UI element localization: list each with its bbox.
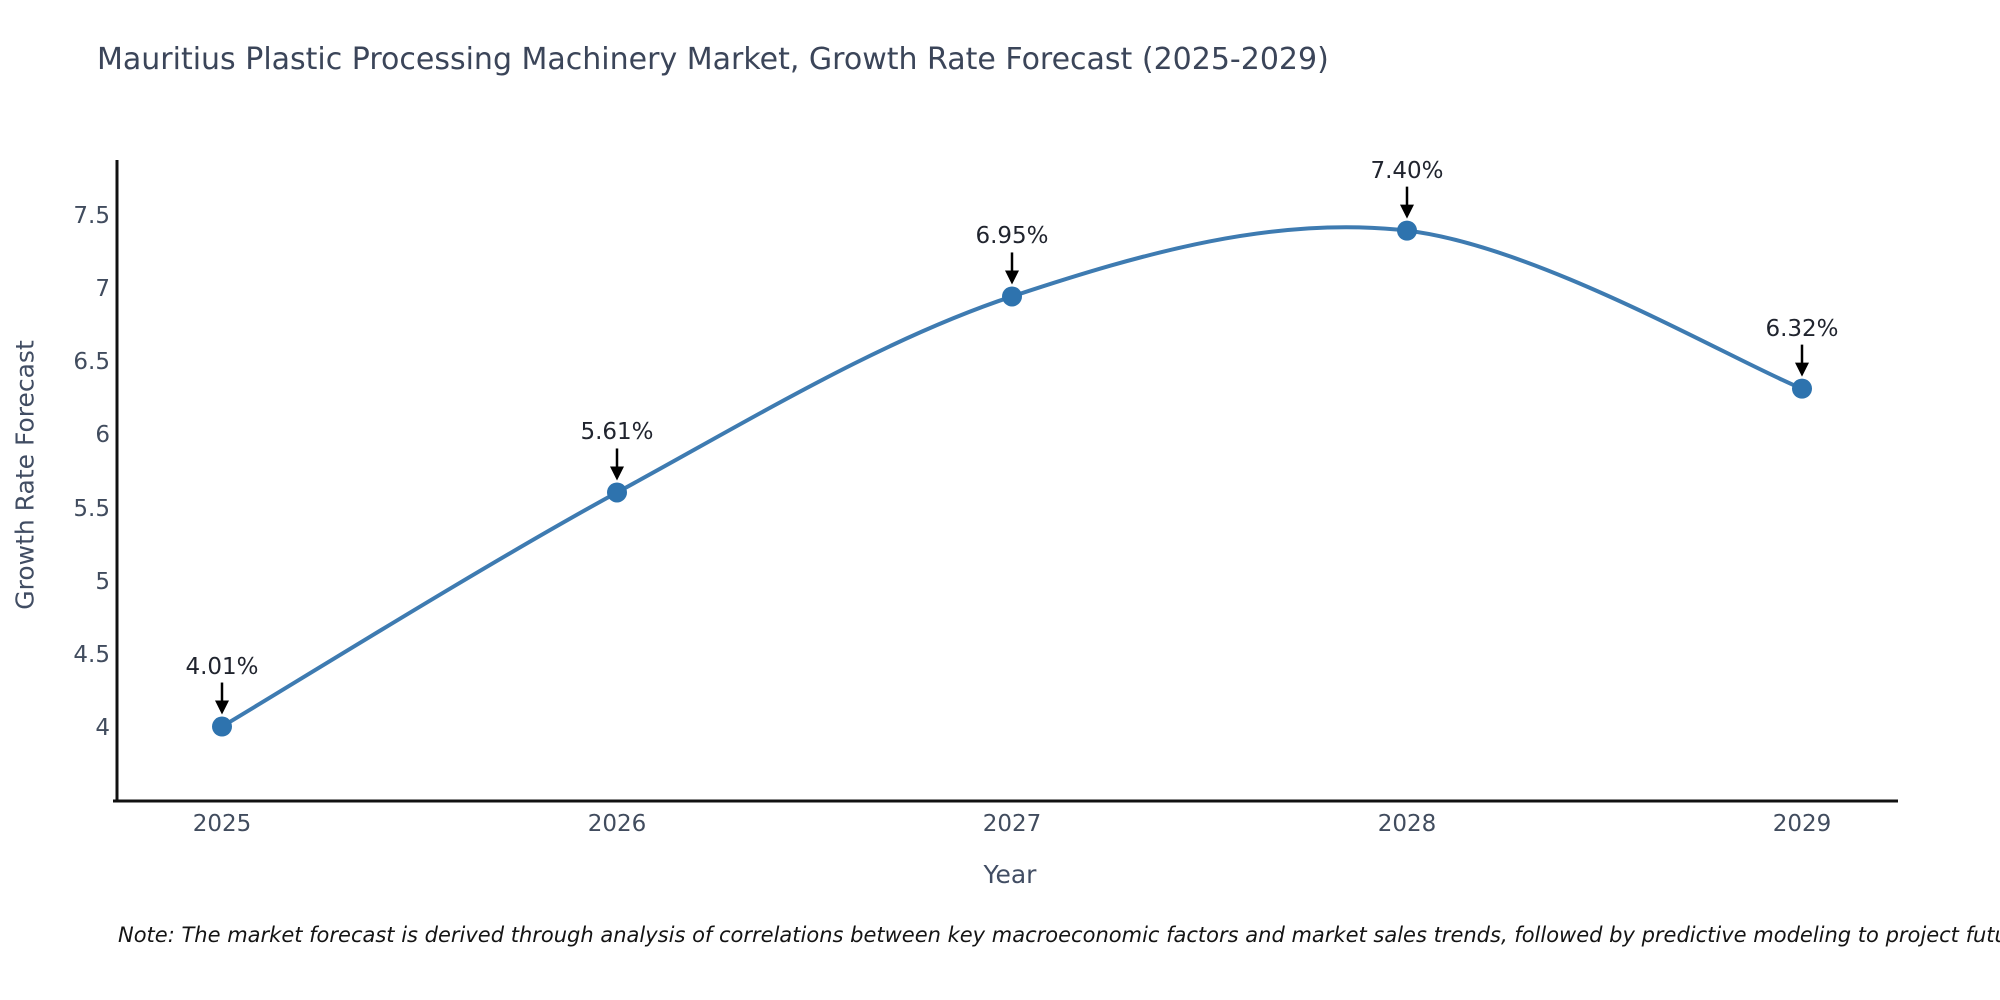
y-tick-label: 6 xyxy=(95,422,110,449)
x-tick-label: 2027 xyxy=(982,811,1042,837)
y-tick-label: 5 xyxy=(95,568,110,595)
annotation-arrowhead xyxy=(1005,270,1019,285)
y-tick-label: 7.5 xyxy=(73,202,110,229)
annotation-arrowhead xyxy=(610,466,624,481)
x-tick-label: 2026 xyxy=(587,811,647,837)
annotation-arrowhead xyxy=(1400,204,1414,219)
data-point-2028 xyxy=(1397,220,1417,241)
y-tick-label: 4.5 xyxy=(73,641,110,668)
y-tick-label: 7 xyxy=(95,276,110,303)
y-tick-label: 6.5 xyxy=(73,349,110,376)
x-tick-label: 2025 xyxy=(192,811,252,837)
y-tick-label: 5.5 xyxy=(73,495,110,522)
data-point-2027 xyxy=(1002,286,1022,307)
annotation-label: 6.95% xyxy=(975,223,1049,250)
x-axis-title: Year xyxy=(983,860,1037,889)
x-tick-label: 2029 xyxy=(1772,811,1832,837)
data-point-2026 xyxy=(607,482,627,503)
annotation-arrowhead xyxy=(215,700,229,715)
annotation-arrowhead xyxy=(1795,362,1809,377)
annotation-label: 6.32% xyxy=(1765,315,1839,342)
y-tick-label: 4 xyxy=(95,715,110,741)
chart-title: Mauritius Plastic Processing Machinery M… xyxy=(97,42,1329,77)
annotation-label: 7.40% xyxy=(1370,157,1444,184)
footnote: Note: The market forecast is derived thr… xyxy=(118,923,2000,947)
annotation-label: 4.01% xyxy=(185,653,259,680)
annotation-label: 5.61% xyxy=(580,419,654,446)
data-point-2029 xyxy=(1792,378,1812,399)
x-tick-label: 2028 xyxy=(1377,811,1437,837)
data-point-2025 xyxy=(212,716,232,737)
